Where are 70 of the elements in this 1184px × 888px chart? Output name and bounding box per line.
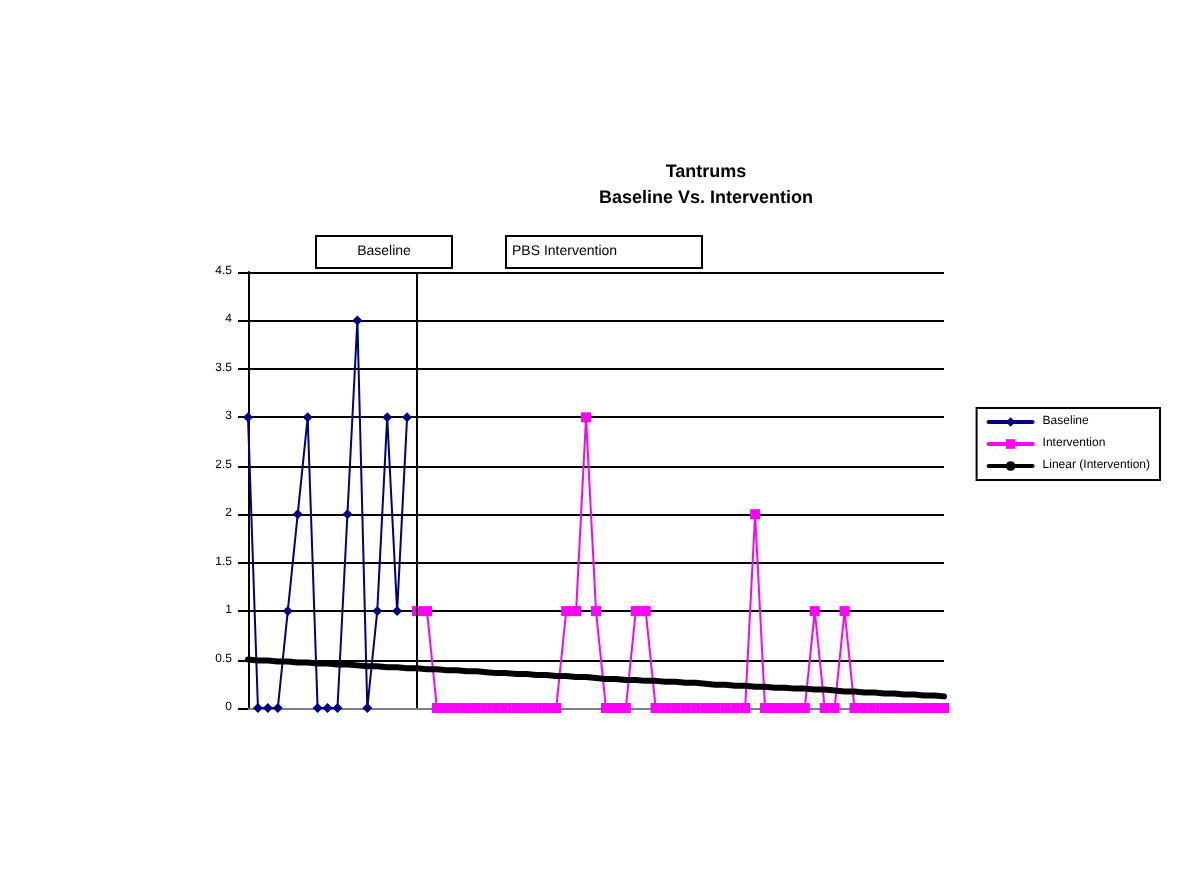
point — [750, 509, 761, 520]
point — [819, 703, 830, 713]
point — [710, 703, 721, 713]
point — [282, 606, 293, 617]
point — [839, 606, 850, 617]
point — [402, 412, 413, 423]
point — [382, 412, 393, 423]
point — [352, 315, 363, 326]
point — [650, 703, 661, 713]
chart-subtitle: Baseline Vs. Intervention — [598, 187, 814, 207]
point — [690, 703, 701, 713]
point — [302, 412, 313, 423]
point — [700, 703, 711, 713]
point — [859, 703, 870, 713]
point — [561, 606, 572, 617]
point — [362, 703, 373, 713]
point — [909, 703, 920, 713]
point — [441, 703, 452, 713]
point — [491, 703, 502, 713]
point — [680, 703, 691, 713]
point — [322, 703, 333, 713]
point — [670, 703, 681, 713]
point — [252, 703, 263, 713]
point — [620, 703, 631, 713]
point — [471, 703, 482, 713]
point — [720, 703, 731, 713]
point — [939, 703, 949, 713]
point — [760, 703, 771, 713]
point — [660, 703, 671, 713]
chart-title: Tantrums — [665, 161, 747, 181]
point — [243, 412, 253, 423]
point — [531, 703, 542, 713]
point — [342, 509, 353, 520]
point — [421, 606, 432, 617]
point — [431, 703, 442, 713]
point — [869, 703, 880, 713]
point — [521, 703, 532, 713]
point — [730, 703, 741, 713]
point — [571, 606, 582, 617]
point — [929, 703, 940, 713]
point — [551, 703, 562, 713]
point — [829, 703, 840, 713]
point — [610, 703, 621, 713]
point — [392, 606, 403, 617]
point — [372, 606, 383, 617]
point — [740, 703, 751, 713]
point — [451, 703, 462, 713]
point — [591, 606, 601, 617]
point — [461, 703, 472, 713]
point — [501, 703, 512, 713]
point — [849, 703, 860, 713]
point — [789, 703, 800, 713]
point — [481, 703, 492, 713]
point — [769, 703, 780, 713]
point — [799, 703, 810, 713]
point — [600, 703, 611, 713]
point — [292, 509, 303, 520]
point — [899, 703, 910, 713]
point — [541, 703, 552, 713]
point — [779, 703, 790, 713]
point — [640, 606, 651, 617]
point — [332, 703, 343, 713]
point — [581, 412, 592, 423]
point — [879, 703, 890, 713]
point — [809, 606, 820, 617]
point — [511, 703, 522, 713]
point — [630, 606, 641, 617]
point — [889, 703, 900, 713]
point — [312, 703, 323, 713]
point — [919, 703, 930, 713]
